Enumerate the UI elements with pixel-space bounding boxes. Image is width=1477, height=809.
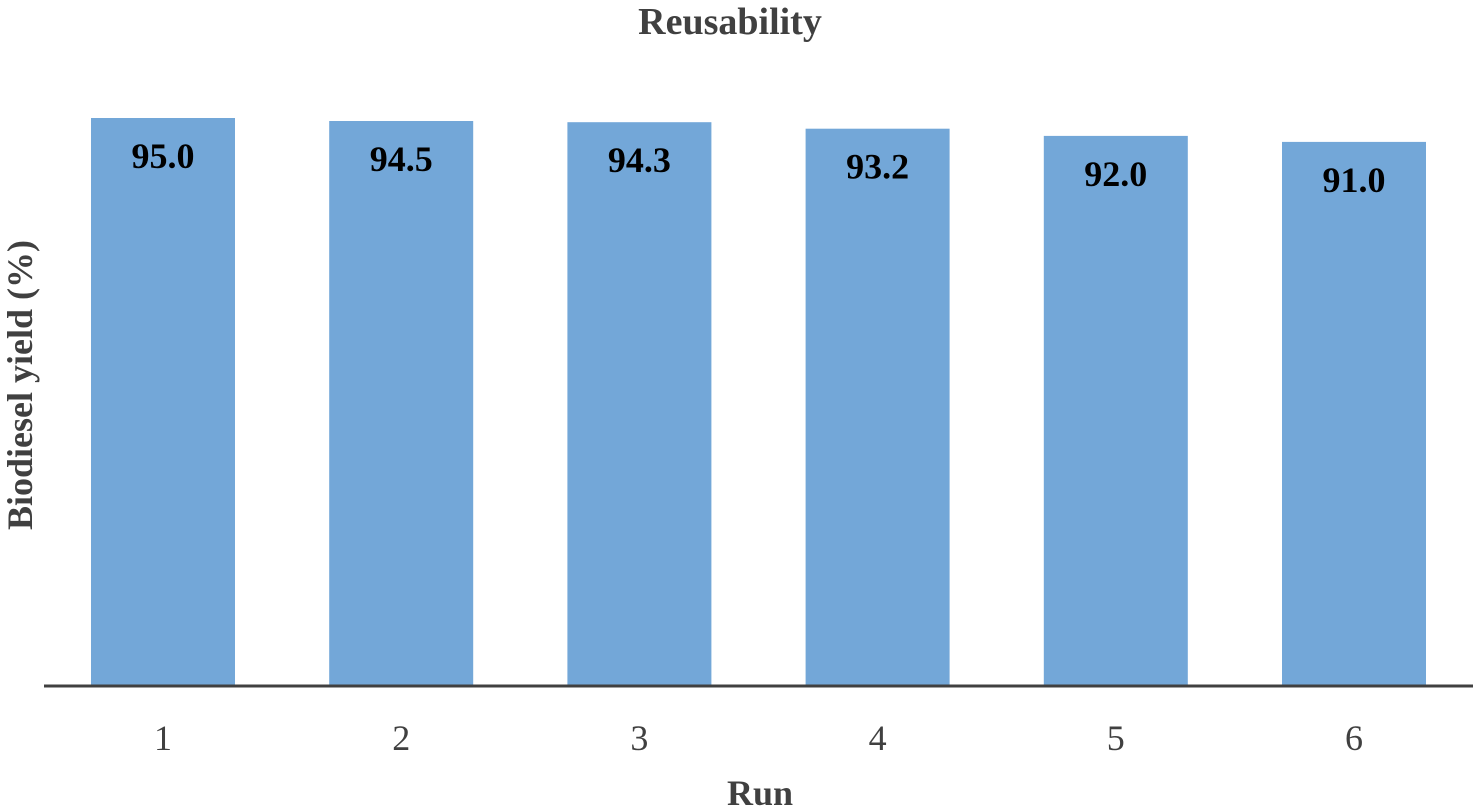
x-tick-label-5: 5 bbox=[1107, 718, 1125, 758]
chart-title: Reusability bbox=[638, 1, 822, 43]
bar-run-2 bbox=[329, 121, 474, 686]
bar-run-1 bbox=[91, 118, 235, 686]
bar-run-5 bbox=[1043, 135, 1188, 686]
data-labels-layer: 95.0 94.5 94.3 93.2 92.0 91.0 bbox=[132, 136, 1386, 200]
y-axis-label: Biodiesel yield (%) bbox=[0, 240, 40, 530]
x-tick-label-2: 2 bbox=[392, 718, 410, 758]
bar-run-6 bbox=[1282, 141, 1426, 686]
x-tick-label-4: 4 bbox=[869, 718, 887, 758]
x-tick-label-6: 6 bbox=[1345, 718, 1363, 758]
x-tick-labels-layer: 1 2 3 4 5 6 bbox=[154, 718, 1363, 758]
bar-run-3 bbox=[567, 122, 712, 686]
data-label-run-4: 93.2 bbox=[846, 147, 909, 187]
data-label-run-2: 94.5 bbox=[370, 139, 433, 179]
data-label-run-6: 91.0 bbox=[1323, 160, 1386, 200]
bars-layer bbox=[91, 118, 1426, 686]
data-label-run-3: 94.3 bbox=[608, 140, 671, 180]
x-tick-label-3: 3 bbox=[630, 718, 648, 758]
data-label-run-5: 92.0 bbox=[1084, 154, 1147, 194]
data-label-run-1: 95.0 bbox=[132, 136, 195, 176]
x-tick-label-1: 1 bbox=[154, 718, 172, 758]
x-axis-label: Run bbox=[727, 773, 793, 809]
bar-run-4 bbox=[805, 128, 950, 686]
